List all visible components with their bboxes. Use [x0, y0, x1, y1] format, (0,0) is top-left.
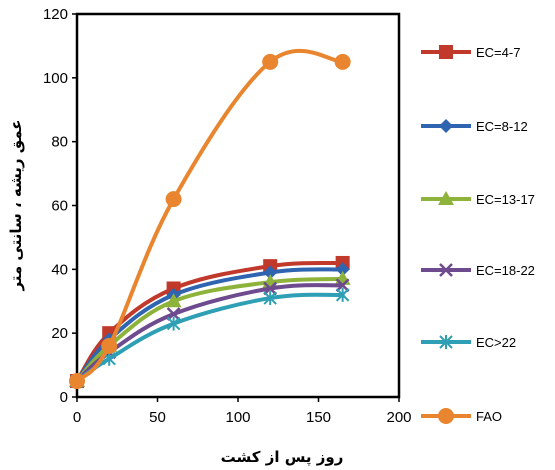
x-tick-label: 100 [225, 409, 250, 426]
legend-ec-13-17: EC=13-17 [421, 191, 535, 207]
y-tick-label: 120 [43, 6, 68, 23]
legend-ec-4-7-swatch-point-0 [439, 45, 453, 59]
x-tick-label: 50 [149, 409, 166, 426]
legend-ec-8-12-label: EC=8-12 [476, 119, 528, 134]
y-axis-title: عمق ریشه ، سانتی متر [7, 119, 25, 291]
legend-ec-18-22-label: EC=18-22 [476, 263, 535, 278]
legend-ec-22-label: EC>22 [476, 335, 516, 350]
series-ec-22-line [75, 292, 345, 384]
series-fao-point-1 [101, 337, 118, 354]
legend-ec-4-7: EC=4-7 [421, 45, 520, 60]
legend-ec-8-12: EC=8-12 [421, 119, 528, 134]
legend-ec-8-12-swatch-point-0 [439, 119, 453, 133]
x-axis-title: روز پس از کشت [221, 448, 344, 467]
legend-ec-13-17-label: EC=13-17 [476, 192, 535, 207]
series-ec-22-point-3 [263, 291, 277, 306]
y-tick-label: 80 [51, 134, 68, 151]
series-fao-point-3 [262, 53, 279, 70]
plot-frame [75, 12, 401, 399]
y-tick-label: 100 [43, 70, 68, 87]
legend-ec-18-22: EC=18-22 [421, 263, 535, 278]
legend-ec-4-7-label: EC=4-7 [476, 45, 520, 60]
y-tick-label: 20 [51, 325, 68, 342]
legend-fao-label: FAO [476, 409, 502, 424]
series-ec-18-22-point-4 [335, 278, 350, 293]
legend-ec-13-17-swatch-point-0 [438, 191, 454, 205]
x-axis-ticks: 0 50 100 150 200 [73, 397, 412, 426]
x-tick-label: 0 [73, 409, 81, 426]
series-fao [69, 48, 351, 390]
legend-fao-swatch-point-0 [438, 408, 454, 424]
legend-ec-22-swatch-point-0 [439, 335, 453, 349]
y-tick-label: 0 [60, 389, 68, 406]
series-fao-point-0 [69, 373, 85, 390]
series-ec-18-22-point-3 [263, 281, 278, 296]
series-ec-13-17-point-2 [165, 293, 182, 308]
x-tick-label: 150 [306, 409, 331, 426]
legend: EC=4-7 EC=8-12 EC=13-17 EC=18-22 EC>22 FAO [421, 45, 535, 424]
plot-area [75, 12, 401, 399]
y-tick-label: 40 [51, 261, 68, 278]
x-tick-label: 200 [386, 409, 411, 426]
series-fao-point-4 [334, 53, 351, 70]
series-layer [69, 48, 351, 390]
legend-fao: FAO [421, 408, 502, 424]
series-fao-point-2 [165, 191, 182, 208]
series-ec-22-point-4 [335, 287, 350, 302]
y-axis-ticks: 0 20 40 60 80 100 120 [43, 6, 77, 406]
y-tick-label: 60 [51, 198, 68, 215]
legend-ec-22: EC>22 [421, 335, 516, 350]
series-ec-8-12-point-4 [335, 262, 350, 277]
series-ec-22-point-2 [166, 316, 181, 331]
legend-ec-18-22-swatch-point-0 [439, 263, 453, 277]
series-ec-18-22-point-2 [166, 307, 181, 321]
series-ec-8-12-point-3 [263, 265, 278, 280]
